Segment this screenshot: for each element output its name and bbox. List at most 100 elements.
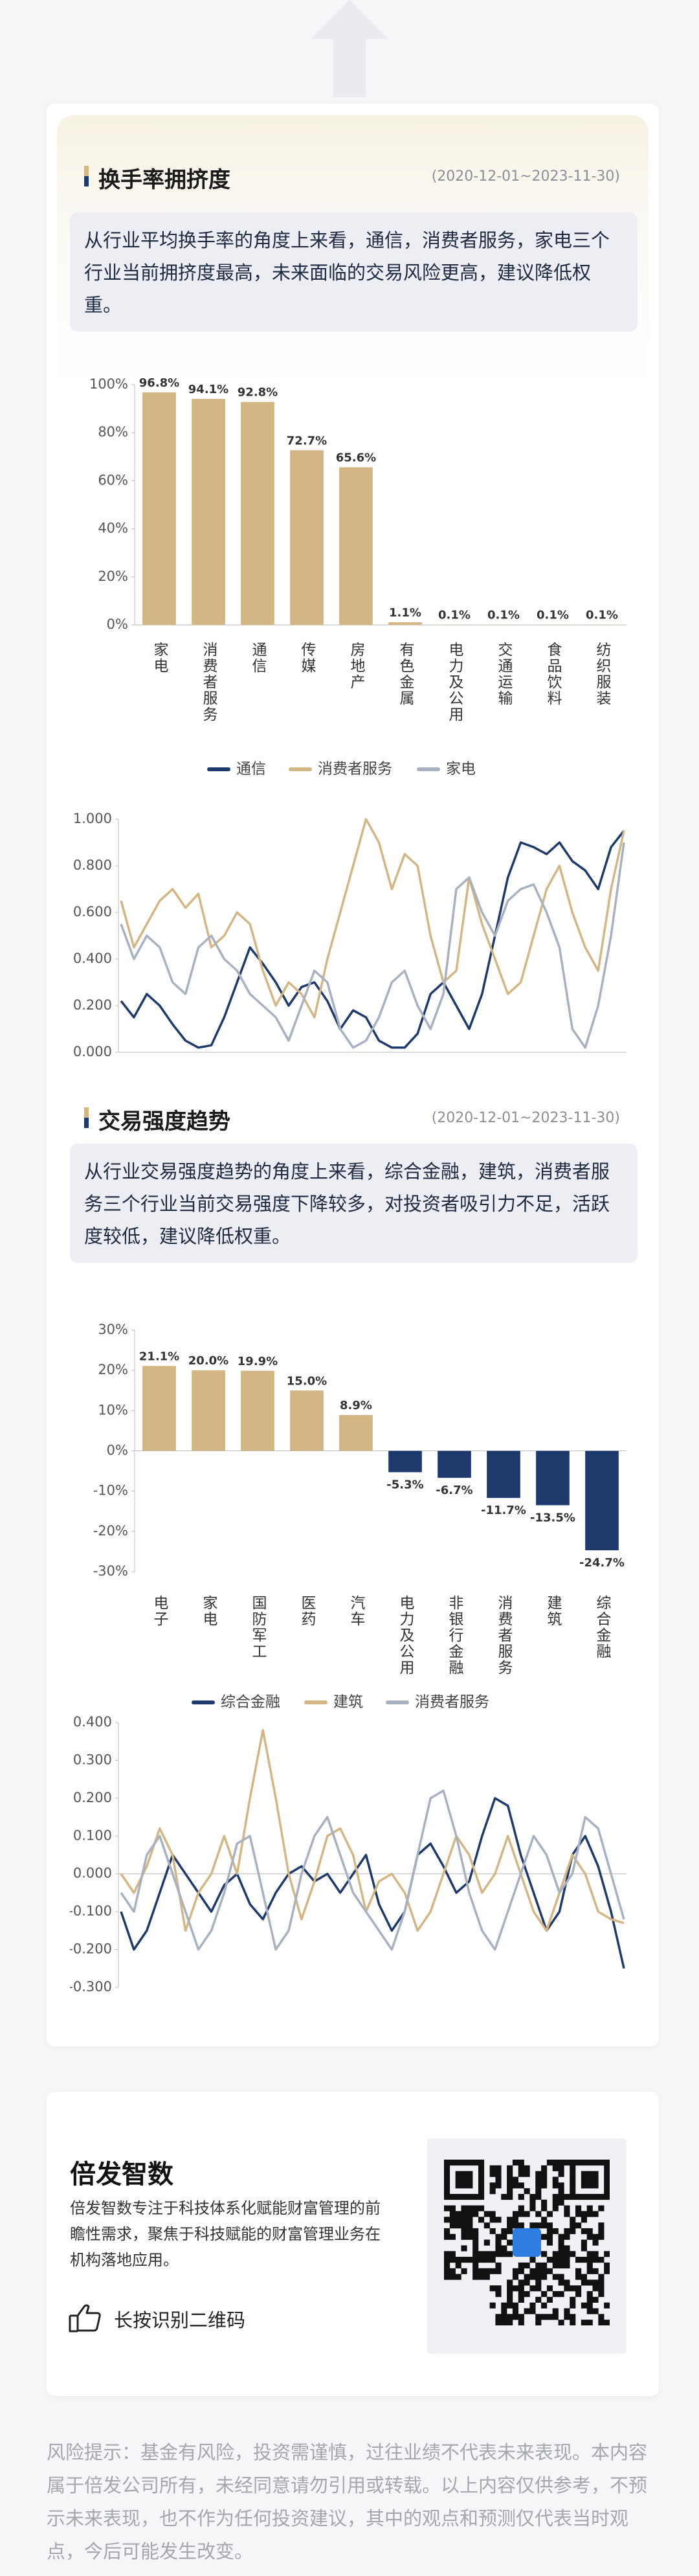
legend-label: 综合金融 — [221, 1694, 280, 1711]
category-label: 消费者服务 — [200, 642, 218, 723]
qr-module — [598, 2228, 605, 2235]
qr-module — [570, 2160, 576, 2166]
qr-module — [581, 2160, 587, 2166]
qr-module — [541, 2222, 548, 2229]
y-tick-label: 100% — [89, 376, 128, 392]
qr-module — [575, 2193, 582, 2200]
qr-module — [512, 2268, 519, 2274]
qr-module — [558, 2171, 564, 2177]
qr-module — [546, 2268, 553, 2274]
qr-module — [535, 2222, 542, 2229]
y-tick-label: 60% — [98, 472, 128, 488]
qr-module — [472, 2211, 479, 2217]
qr-module — [507, 2193, 513, 2200]
y-tick-label: 0.200 — [73, 997, 112, 1013]
qr-module — [546, 2257, 553, 2263]
y-tick-label: 0.000 — [73, 1866, 112, 1881]
qr-module — [586, 2182, 593, 2189]
qr-module — [586, 2302, 593, 2309]
qr-module — [564, 2160, 570, 2166]
qr-module — [507, 2251, 513, 2257]
qr-module — [472, 2245, 479, 2252]
disclaimer: 风险提示：基金有风险，投资需谨慎，过往业绩不代表未来表现。本内容属于倍发公司所有… — [47, 2441, 648, 2562]
qr-module — [558, 2160, 564, 2166]
qr-module — [495, 2314, 502, 2320]
qr-module — [564, 2279, 570, 2286]
qr-module — [478, 2160, 485, 2166]
legend-label: 建筑 — [333, 1694, 363, 1711]
qr-module — [604, 2193, 610, 2200]
y-tick-label: 40% — [98, 521, 128, 536]
y-tick-label: -20% — [93, 1523, 128, 1539]
qr-module — [461, 2211, 467, 2217]
qr-module — [467, 2182, 473, 2189]
qr-module — [552, 2165, 559, 2171]
qr-module — [512, 2314, 519, 2320]
qr-module — [461, 2245, 467, 2252]
qr-module — [581, 2274, 587, 2280]
qr-hint[interactable]: 长按识别二维码 — [114, 2309, 246, 2331]
qr-module — [558, 2245, 564, 2252]
category-label: 家电 — [200, 1595, 217, 1627]
qr-module — [467, 2257, 473, 2263]
qr-module — [552, 2262, 559, 2269]
value-label: 0.1% — [586, 609, 618, 622]
qr-module — [495, 2268, 502, 2274]
qr-module — [541, 2314, 548, 2320]
qr-module — [501, 2308, 507, 2314]
qr-module — [483, 2268, 490, 2274]
bar — [585, 1451, 619, 1551]
value-label: 0.1% — [537, 609, 569, 622]
qr-module — [524, 2291, 530, 2298]
qr-module — [552, 2205, 559, 2211]
brand-description: 倍发智数专注于科技体系化赋能财富管理的前瞻性需求，聚焦于科技赋能的财富管理业务在… — [70, 2199, 381, 2269]
qr-module — [472, 2257, 479, 2263]
qr-module — [570, 2188, 576, 2195]
qr-module — [507, 2165, 513, 2171]
qr-module — [558, 2320, 564, 2325]
qr-module — [461, 2205, 467, 2211]
brand-name: 倍发智数 — [70, 2160, 173, 2189]
category-label: 国防军工 — [249, 1595, 267, 1660]
qr-module — [489, 2302, 496, 2309]
qr-module — [552, 2182, 559, 2189]
qr-module — [501, 2314, 507, 2320]
qr-module — [524, 2165, 530, 2171]
qr-module — [546, 2314, 553, 2320]
qr-module — [512, 2217, 519, 2223]
section-description: 从行业交易强度趋势的角度上来看，综合金融，建筑，消费者服务三个行业当前交易强度下… — [70, 1144, 638, 1263]
qr-code[interactable] — [444, 2160, 610, 2325]
qr-module — [518, 2291, 524, 2298]
qr-module — [483, 2239, 490, 2246]
qr-module — [489, 2217, 496, 2223]
qr-module — [449, 2233, 456, 2240]
qr-module — [449, 2193, 456, 2200]
qr-module — [478, 2251, 485, 2257]
qr-module — [483, 2251, 490, 2257]
section-title: 交易强度趋势 — [84, 1103, 230, 1135]
qr-module — [495, 2262, 502, 2269]
qr-module — [552, 2251, 559, 2257]
qr-module — [478, 2257, 485, 2263]
qr-module — [444, 2274, 450, 2280]
qr-module — [535, 2171, 542, 2177]
qr-module — [472, 2262, 479, 2269]
qr-module — [592, 2211, 599, 2217]
qr-module — [455, 2217, 461, 2223]
qr-module — [604, 2302, 610, 2309]
qr-module — [489, 2188, 496, 2195]
qr-module — [604, 2165, 610, 2171]
value-label: 1.1% — [389, 606, 421, 620]
qr-module — [558, 2291, 564, 2298]
section-period: (2020-12-01~2023-11-30) — [431, 168, 620, 185]
qr-module — [478, 2188, 485, 2195]
qr-module — [535, 2279, 542, 2286]
qr-module — [507, 2176, 513, 2183]
qr-module — [541, 2291, 548, 2298]
qr-module — [541, 2302, 548, 2309]
qr-module — [529, 2308, 536, 2314]
qr-module — [512, 2176, 519, 2183]
qr-module — [461, 2217, 467, 2223]
y-tick-label: -0.100 — [70, 1903, 112, 1919]
